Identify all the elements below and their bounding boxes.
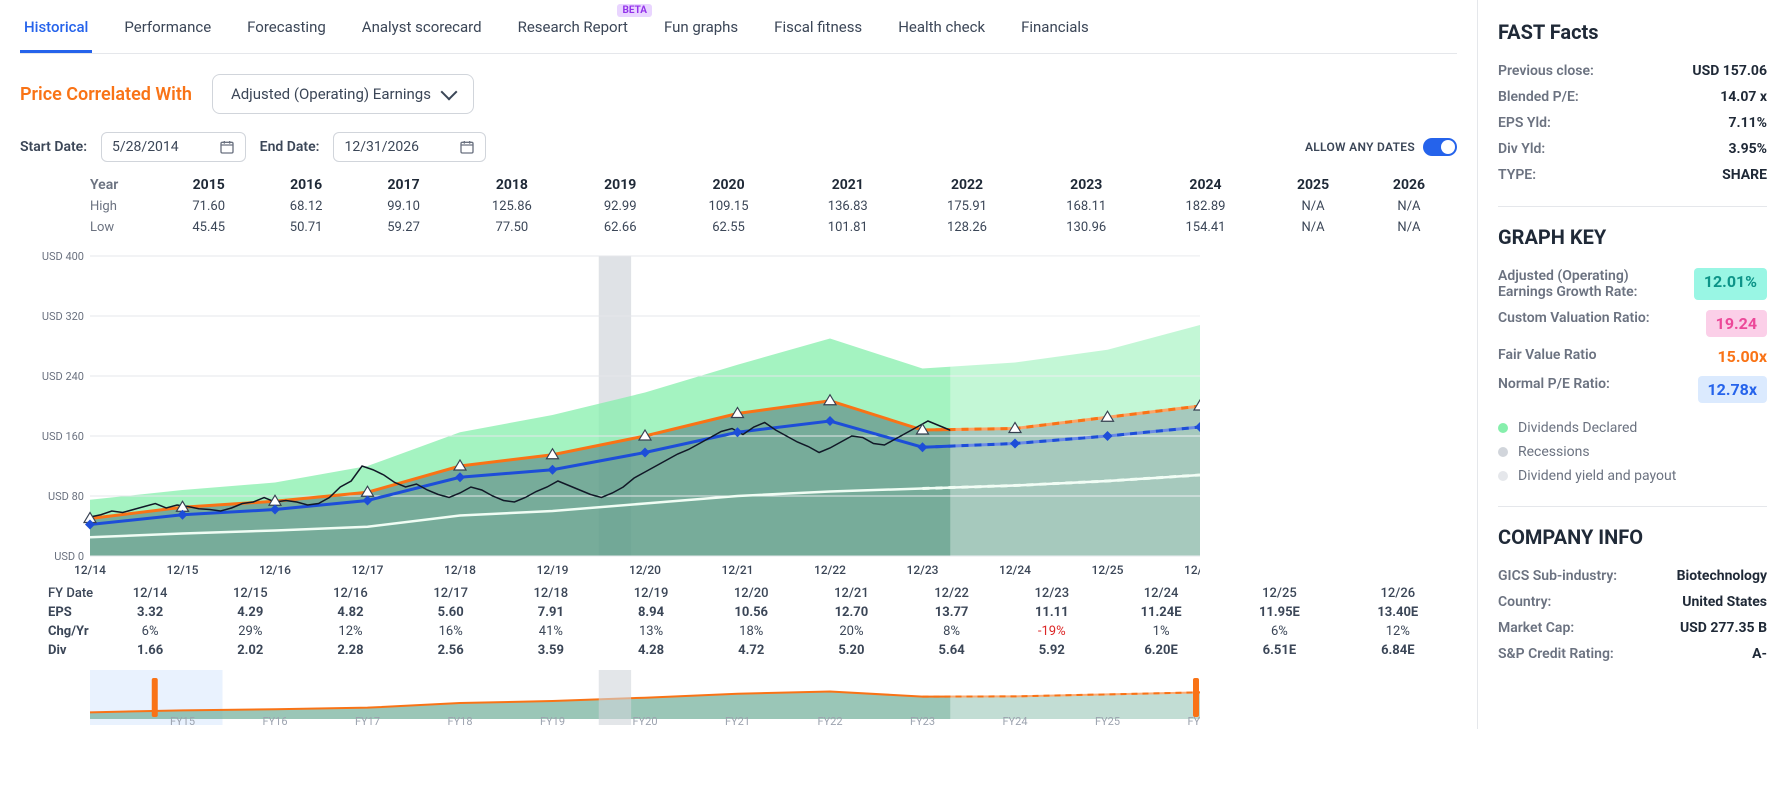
svg-text:USD 320: USD 320 — [42, 310, 84, 323]
custom-valuation-label: Custom Valuation Ratio: — [1498, 310, 1650, 337]
tab-historical[interactable]: Historical — [20, 10, 92, 53]
svg-text:FY23: FY23 — [910, 715, 935, 725]
year-high-low-table: Year201520162017201820192020202120222023… — [20, 174, 1457, 238]
svg-text:12/14: 12/14 — [74, 563, 106, 577]
custom-valuation-badge: 19.24 — [1706, 310, 1767, 337]
svg-text:12/25: 12/25 — [1092, 563, 1124, 577]
svg-text:FY19: FY19 — [540, 715, 565, 725]
tab-performance[interactable]: Performance — [120, 10, 215, 53]
fast-fact-row: Previous close:USD 157.06 — [1498, 58, 1767, 84]
svg-text:12/23: 12/23 — [907, 563, 939, 577]
company-info-title: COMPANY INFO — [1498, 525, 1767, 549]
growth-rate-badge: 12.01% — [1694, 268, 1767, 300]
tab-health-check[interactable]: Health check — [894, 10, 989, 53]
fair-value-value: 15.00x — [1718, 347, 1768, 366]
end-date-label: End Date: — [260, 139, 320, 155]
svg-text:12/17: 12/17 — [352, 563, 384, 577]
price-chart[interactable]: USD 0 USD 80 USD 160 USD 240 USD 320 USD 400 1… — [20, 248, 1200, 578]
tab-fiscal-fitness[interactable]: Fiscal fitness — [770, 10, 866, 53]
end-date-value: 12/31/2026 — [344, 139, 419, 155]
fair-value-label: Fair Value Ratio — [1498, 347, 1597, 366]
svg-text:FY20: FY20 — [632, 715, 657, 725]
company-info-row: GICS Sub-industry:Biotechnology — [1498, 563, 1767, 589]
earnings-dropdown[interactable]: Adjusted (Operating) Earnings — [212, 74, 474, 114]
start-date-label: Start Date: — [20, 139, 87, 155]
svg-text:FY16: FY16 — [262, 715, 287, 725]
start-date-input[interactable]: 5/28/2014 — [101, 132, 246, 162]
calendar-icon — [219, 139, 235, 155]
svg-text:12/24: 12/24 — [999, 563, 1031, 577]
fast-fact-row: EPS Yld:7.11% — [1498, 110, 1767, 136]
graph-key-title: GRAPH KEY — [1498, 225, 1767, 249]
beta-badge: BETA — [617, 4, 652, 17]
svg-text:USD 400: USD 400 — [42, 250, 84, 263]
normal-pe-badge: 12.78x — [1698, 376, 1768, 403]
svg-text:FY26: FY26 — [1187, 715, 1200, 725]
tabs-bar: Historical Performance Forecasting Analyst … — [20, 0, 1457, 54]
svg-text:12/15: 12/15 — [167, 563, 199, 577]
svg-text:FY25: FY25 — [1095, 715, 1120, 725]
legend-item: Dividends Declared — [1498, 416, 1767, 440]
fast-facts-title: FAST Facts — [1498, 20, 1767, 44]
end-date-input[interactable]: 12/31/2026 — [333, 132, 486, 162]
legend: Dividends DeclaredRecessionsDividend yie… — [1498, 416, 1767, 488]
legend-item: Recessions — [1498, 440, 1767, 464]
bottom-data-table: FY Date12/1412/1512/1612/1712/1812/1912/… — [20, 584, 1457, 660]
company-info-row: S&P Credit Rating:A- — [1498, 641, 1767, 667]
dropdown-value: Adjusted (Operating) Earnings — [231, 85, 431, 103]
fast-fact-row: TYPE:SHARE — [1498, 162, 1767, 188]
growth-rate-label: Adjusted (Operating) Earnings Growth Rat… — [1498, 268, 1668, 300]
tab-financials[interactable]: Financials — [1017, 10, 1093, 53]
svg-text:12/18: 12/18 — [444, 563, 476, 577]
allow-any-dates-label: ALLOW ANY DATES — [1305, 140, 1415, 154]
svg-text:FY24: FY24 — [1002, 715, 1027, 725]
company-info-rows: GICS Sub-industry:BiotechnologyCountry:U… — [1498, 563, 1767, 667]
fast-facts-rows: Previous close:USD 157.06Blended P/E:14.… — [1498, 58, 1767, 188]
company-info-row: Market Cap:USD 277.35 B — [1498, 615, 1767, 641]
svg-text:FY15: FY15 — [170, 715, 195, 725]
price-correlated-title: Price Correlated With — [20, 84, 192, 105]
svg-text:12/22: 12/22 — [814, 563, 846, 577]
tab-fun-graphs[interactable]: Fun graphs — [660, 10, 742, 53]
svg-text:USD 240: USD 240 — [42, 370, 84, 383]
svg-text:12/26: 12/26 — [1184, 563, 1200, 577]
svg-text:12/16: 12/16 — [259, 563, 291, 577]
svg-text:USD 80: USD 80 — [48, 490, 84, 503]
range-selector-chart[interactable]: FY15 FY16 FY17 FY18 FY19 FY20 FY21 FY22 FY23 FY24… — [20, 670, 1200, 725]
svg-text:12/19: 12/19 — [537, 563, 569, 577]
tab-research-report[interactable]: Research ReportBETA — [514, 10, 632, 53]
legend-item: Dividend yield and payout — [1498, 464, 1767, 488]
svg-text:12/20: 12/20 — [629, 563, 661, 577]
tab-analyst-scorecard[interactable]: Analyst scorecard — [358, 10, 486, 53]
company-info-row: Country:United States — [1498, 589, 1767, 615]
svg-text:USD 0: USD 0 — [54, 550, 84, 563]
svg-text:USD 160: USD 160 — [42, 430, 84, 443]
calendar-icon — [459, 139, 475, 155]
svg-text:FY17: FY17 — [355, 715, 380, 725]
fast-fact-row: Div Yld:3.95% — [1498, 136, 1767, 162]
normal-pe-label: Normal P/E Ratio: — [1498, 376, 1610, 403]
start-date-value: 5/28/2014 — [112, 139, 179, 155]
chevron-down-icon — [440, 84, 457, 101]
allow-any-dates-toggle[interactable] — [1423, 138, 1457, 156]
fast-fact-row: Blended P/E:14.07 x — [1498, 84, 1767, 110]
svg-text:12/21: 12/21 — [722, 563, 754, 577]
svg-text:FY18: FY18 — [447, 715, 472, 725]
svg-text:FY22: FY22 — [817, 715, 842, 725]
tab-forecasting[interactable]: Forecasting — [243, 10, 330, 53]
svg-text:FY21: FY21 — [725, 715, 750, 725]
